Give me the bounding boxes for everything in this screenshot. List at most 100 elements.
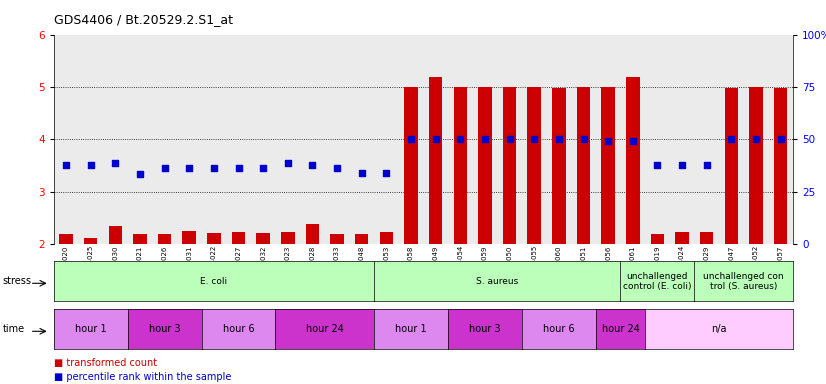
- Bar: [84, 238, 97, 244]
- Bar: [330, 234, 344, 244]
- Point: [429, 136, 442, 142]
- Text: n/a: n/a: [711, 324, 727, 334]
- Bar: [645, 35, 670, 244]
- Bar: [472, 35, 497, 244]
- Bar: [232, 232, 245, 244]
- Bar: [152, 35, 177, 244]
- Bar: [503, 87, 516, 244]
- Text: unchallenged con
trol (S. aureus): unchallenged con trol (S. aureus): [704, 271, 784, 291]
- Bar: [626, 78, 639, 244]
- Bar: [571, 35, 596, 244]
- Point: [601, 138, 615, 144]
- Point: [109, 160, 122, 166]
- Bar: [399, 35, 423, 244]
- Point: [405, 136, 418, 142]
- Text: E. coli: E. coli: [200, 277, 227, 286]
- Point: [700, 162, 714, 169]
- Text: hour 6: hour 6: [223, 324, 254, 334]
- Bar: [700, 232, 714, 244]
- Bar: [133, 234, 147, 244]
- Bar: [256, 233, 270, 244]
- Point: [774, 136, 787, 142]
- Bar: [453, 87, 467, 244]
- Bar: [676, 232, 689, 244]
- Bar: [724, 88, 738, 244]
- Point: [478, 136, 491, 142]
- Point: [257, 165, 270, 171]
- Text: hour 1: hour 1: [75, 324, 107, 334]
- Text: ■ transformed count: ■ transformed count: [54, 358, 157, 368]
- Text: hour 24: hour 24: [306, 324, 344, 334]
- Bar: [577, 87, 591, 244]
- Bar: [108, 225, 122, 244]
- Bar: [78, 35, 103, 244]
- Bar: [54, 35, 78, 244]
- Point: [453, 136, 467, 142]
- Bar: [522, 35, 547, 244]
- Bar: [226, 35, 251, 244]
- Point: [281, 160, 294, 166]
- Point: [553, 136, 566, 142]
- Bar: [281, 232, 295, 244]
- Bar: [429, 78, 443, 244]
- Point: [59, 162, 73, 169]
- Bar: [207, 233, 221, 244]
- Bar: [620, 35, 645, 244]
- Point: [380, 170, 393, 176]
- Bar: [768, 35, 793, 244]
- Point: [158, 165, 171, 171]
- Point: [232, 165, 245, 171]
- Point: [651, 162, 664, 169]
- Bar: [478, 87, 491, 244]
- Bar: [497, 35, 522, 244]
- Bar: [355, 234, 368, 244]
- Bar: [528, 87, 541, 244]
- Bar: [59, 234, 73, 244]
- Bar: [552, 88, 566, 244]
- Text: ■ percentile rank within the sample: ■ percentile rank within the sample: [54, 372, 231, 382]
- Point: [503, 136, 516, 142]
- Point: [84, 162, 97, 169]
- Bar: [547, 35, 572, 244]
- Bar: [601, 87, 615, 244]
- Text: time: time: [2, 324, 25, 334]
- Point: [577, 136, 590, 142]
- Bar: [423, 35, 448, 244]
- Bar: [774, 88, 787, 244]
- Point: [724, 136, 738, 142]
- Bar: [374, 35, 399, 244]
- Bar: [743, 35, 768, 244]
- Point: [330, 165, 344, 171]
- Bar: [202, 35, 226, 244]
- Bar: [651, 234, 664, 244]
- Bar: [276, 35, 300, 244]
- Text: hour 3: hour 3: [149, 324, 180, 334]
- Bar: [325, 35, 349, 244]
- Bar: [158, 234, 171, 244]
- Point: [749, 136, 762, 142]
- Text: hour 6: hour 6: [543, 324, 575, 334]
- Bar: [404, 87, 418, 244]
- Text: stress: stress: [2, 276, 31, 286]
- Text: GDS4406 / Bt.20529.2.S1_at: GDS4406 / Bt.20529.2.S1_at: [54, 13, 233, 26]
- Point: [676, 162, 689, 169]
- Point: [133, 171, 146, 177]
- Point: [626, 138, 639, 144]
- Bar: [177, 35, 202, 244]
- Bar: [380, 232, 393, 244]
- Point: [207, 165, 221, 171]
- Text: hour 1: hour 1: [395, 324, 427, 334]
- Text: hour 3: hour 3: [469, 324, 501, 334]
- Point: [183, 165, 196, 171]
- Bar: [349, 35, 374, 244]
- Text: S. aureus: S. aureus: [476, 277, 519, 286]
- Bar: [183, 231, 196, 244]
- Point: [528, 136, 541, 142]
- Bar: [695, 35, 719, 244]
- Text: unchallenged
control (E. coli): unchallenged control (E. coli): [623, 271, 691, 291]
- Bar: [448, 35, 472, 244]
- Bar: [596, 35, 620, 244]
- Bar: [300, 35, 325, 244]
- Text: hour 24: hour 24: [601, 324, 639, 334]
- Bar: [719, 35, 743, 244]
